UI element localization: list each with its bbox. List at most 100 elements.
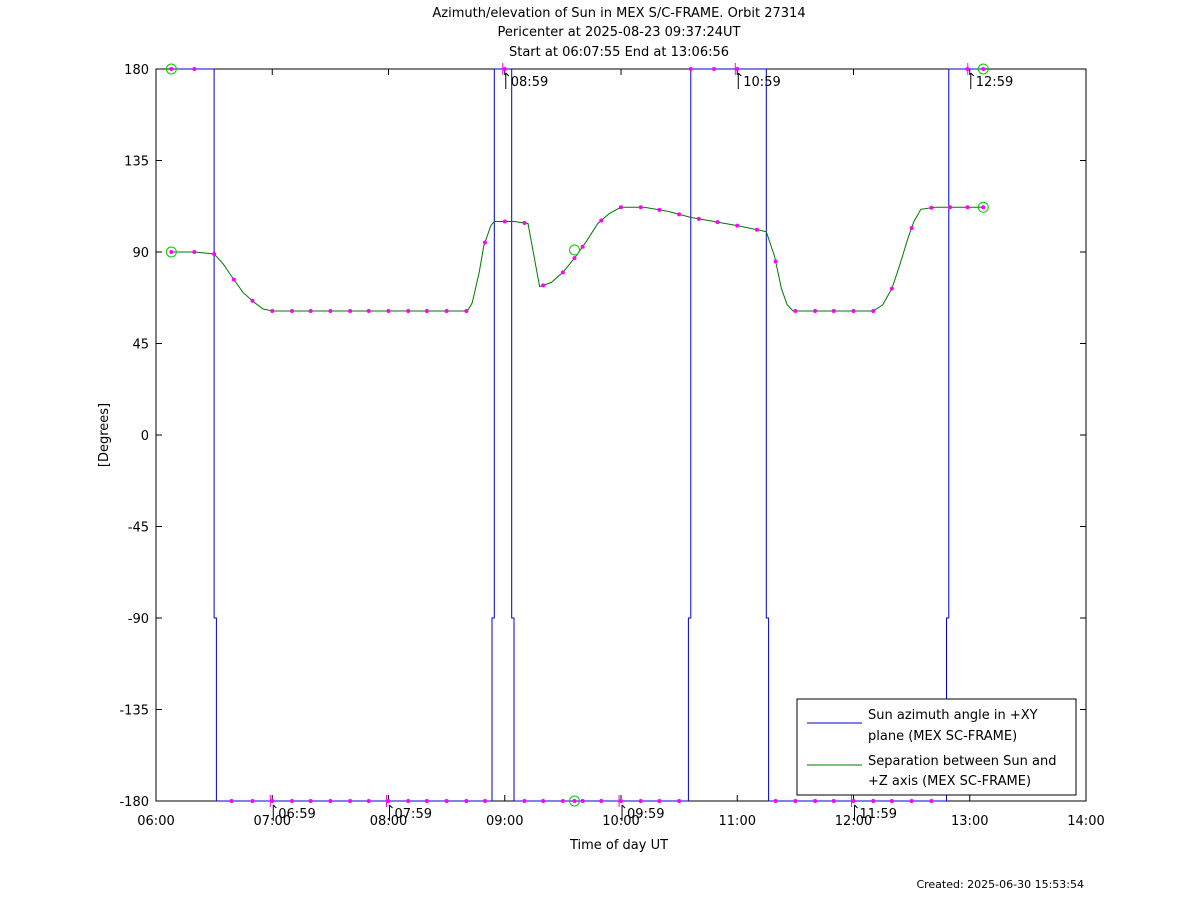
- separation-point: [871, 308, 876, 313]
- chart-title: Azimuth/elevation of Sun in MEX S/C-FRAM…: [432, 6, 805, 60]
- azimuth-point: [192, 67, 197, 71]
- azimuth-point: [688, 67, 693, 71]
- azimuth-point: [851, 799, 856, 803]
- title-line-3: Start at 06:07:55 End at 13:06:56: [509, 45, 729, 60]
- separation-point: [328, 308, 333, 313]
- title-line-2: Pericenter at 2025-08-23 09:37:24UT: [497, 25, 740, 40]
- separation-point: [366, 308, 371, 313]
- separation-point: [502, 219, 507, 224]
- x-tick-label: 07:00: [254, 814, 291, 829]
- separation-point: [270, 308, 275, 313]
- annotation-tick-hook: [737, 72, 742, 77]
- separation-point: [696, 216, 701, 221]
- x-tick-label: 10:00: [602, 814, 639, 829]
- legend: Sun azimuth angle in +XY plane (MEX SC-F…: [796, 698, 1077, 796]
- x-tick-label: 08:00: [370, 814, 407, 829]
- annotation-tick-hook: [621, 804, 626, 809]
- azimuth-point: [348, 799, 353, 803]
- legend-separation-line-1: Separation between Sun and: [868, 754, 1056, 769]
- separation-point: [619, 205, 623, 210]
- x-tick-label: 11:00: [719, 814, 756, 829]
- azimuth-point: [619, 799, 623, 803]
- azimuth-point: [981, 67, 986, 71]
- y-tick-label: 45: [132, 338, 149, 353]
- separation-point: [677, 212, 682, 217]
- legend-box: [796, 698, 1077, 796]
- azimuth-point: [793, 799, 798, 803]
- x-tick-label: 06:00: [137, 814, 174, 829]
- series-layer: [171, 68, 984, 802]
- azimuth-point: [250, 799, 255, 803]
- azimuth-point: [522, 799, 527, 803]
- separation-point: [250, 298, 255, 303]
- legend-azimuth-line-1: Sun azimuth angle in +XY: [868, 708, 1038, 723]
- separation-point: [424, 308, 429, 313]
- azimuth-point: [657, 799, 662, 803]
- azimuth-point: [229, 799, 234, 803]
- separation-point: [522, 221, 527, 226]
- separation-point: [909, 226, 914, 231]
- azimuth-point: [773, 799, 778, 803]
- azimuth-point: [270, 799, 275, 803]
- endpoint-circle: [977, 63, 989, 75]
- y-tick-label: -180: [119, 795, 149, 810]
- azimuth-point: [638, 799, 643, 803]
- separation-point: [889, 286, 894, 291]
- annotation-tick-hook: [854, 804, 858, 809]
- azimuth-point: [871, 799, 876, 803]
- separation-point: [657, 207, 662, 212]
- separation-point: [599, 218, 604, 223]
- separation-point: [735, 223, 740, 228]
- y-tick-label: 180: [124, 63, 149, 78]
- azimuth-point: [813, 799, 818, 803]
- separation-series-line: [171, 206, 984, 312]
- separation-point: [965, 205, 970, 210]
- azimuth-point: [366, 799, 371, 803]
- annotation-label: 06:59: [278, 807, 315, 822]
- separation-point: [169, 250, 174, 254]
- azimuth-point: [502, 67, 507, 71]
- annotation-label: 11:59: [860, 807, 897, 822]
- azimuth-point: [580, 799, 585, 803]
- azimuth-point: [406, 799, 411, 803]
- separation-point: [348, 308, 353, 313]
- separation-point: [793, 308, 798, 313]
- x-tick-label: 13:00: [951, 814, 988, 829]
- x-tick-label: 14:00: [1067, 814, 1104, 829]
- annotation-tick-hook: [389, 804, 393, 809]
- azimuth-point: [290, 799, 295, 803]
- endpoint-circle: [569, 795, 580, 807]
- azimuth-point: [464, 799, 469, 803]
- azimuth-point: [831, 799, 836, 803]
- separation-point: [386, 308, 391, 313]
- azimuth-point: [909, 799, 914, 803]
- y-tick-label: 90: [132, 246, 149, 261]
- annotation-label: 09:59: [627, 807, 664, 822]
- x-axis-ticks: 06:00 07:00 08:00 09:00 10:00 11:00 12:00 13:00…: [137, 69, 1105, 829]
- separation-point: [231, 277, 236, 282]
- legend-separation-line-2: +Z axis (MEX SC-FRAME): [868, 774, 1031, 789]
- y-tick-label: -45: [128, 521, 149, 536]
- separation-point: [444, 308, 449, 313]
- azimuth-point: [677, 799, 682, 803]
- azimuth-series-line: [171, 68, 984, 802]
- annotation-tick-hook: [505, 72, 510, 77]
- legend-azimuth-line-2: plane (MEX SC-FRAME): [868, 729, 1017, 744]
- time-annotations: 06:59 07:59 08:59 09:59 10:59 11:59 12:59: [269, 63, 1013, 822]
- azimuth-point: [308, 799, 313, 803]
- y-axis-ticks: 180 135 90 45 0 -45 -90 -135 -180: [119, 63, 1086, 810]
- separation-point: [773, 259, 778, 264]
- separation-point: [947, 205, 952, 210]
- y-tick-label: 135: [124, 155, 149, 170]
- annotation-label: 12:59: [976, 75, 1013, 90]
- endpoint-circle: [165, 246, 177, 258]
- separation-point: [482, 240, 487, 245]
- azimuth-point: [386, 799, 391, 803]
- separation-point: [755, 227, 760, 232]
- azimuth-point: [735, 67, 740, 71]
- azimuth-point: [560, 799, 565, 803]
- separation-point: [290, 308, 295, 313]
- y-axis-label: [Degrees]: [97, 403, 112, 467]
- separation-point: [464, 308, 469, 313]
- separation-point: [212, 252, 217, 257]
